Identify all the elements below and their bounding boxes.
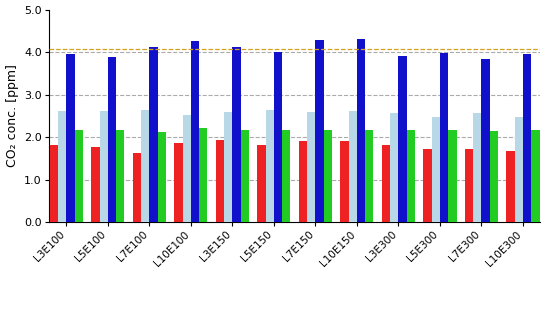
Bar xyxy=(423,149,431,222)
Bar xyxy=(99,111,108,222)
Bar xyxy=(299,141,307,222)
Bar xyxy=(158,132,166,222)
Bar xyxy=(382,145,390,222)
Bar xyxy=(224,112,233,222)
Bar xyxy=(515,117,523,222)
Bar xyxy=(91,147,99,222)
Bar xyxy=(233,47,241,222)
Bar xyxy=(150,47,158,222)
Y-axis label: CO₂ conc. [ppm]: CO₂ conc. [ppm] xyxy=(5,65,19,167)
Bar xyxy=(340,141,348,222)
Bar xyxy=(141,110,150,222)
Bar xyxy=(506,151,515,222)
Bar xyxy=(365,130,373,222)
Bar xyxy=(133,153,141,222)
Bar xyxy=(465,149,473,222)
Bar xyxy=(50,145,58,222)
Bar xyxy=(523,54,531,222)
Bar xyxy=(440,53,448,222)
Bar xyxy=(431,117,440,222)
Bar xyxy=(307,112,316,222)
Bar xyxy=(324,130,332,222)
Bar xyxy=(257,145,265,222)
Bar xyxy=(58,111,66,222)
Bar xyxy=(357,39,365,222)
Bar xyxy=(348,111,357,222)
Bar xyxy=(274,52,282,222)
Bar xyxy=(448,130,456,222)
Bar xyxy=(241,130,249,222)
Bar xyxy=(473,113,482,222)
Bar xyxy=(399,56,407,222)
Bar xyxy=(216,140,224,222)
Bar xyxy=(75,130,83,222)
Bar xyxy=(282,130,290,222)
Bar xyxy=(199,128,207,222)
Bar xyxy=(482,59,490,222)
Bar xyxy=(407,130,415,222)
Bar xyxy=(174,143,182,222)
Bar xyxy=(191,41,199,222)
Bar xyxy=(116,130,124,222)
Bar xyxy=(316,40,324,222)
Bar xyxy=(531,130,539,222)
Bar xyxy=(108,57,116,222)
Bar xyxy=(390,113,399,222)
Bar xyxy=(182,115,191,222)
Bar xyxy=(265,110,274,222)
Bar xyxy=(490,131,498,222)
Bar xyxy=(66,54,75,222)
